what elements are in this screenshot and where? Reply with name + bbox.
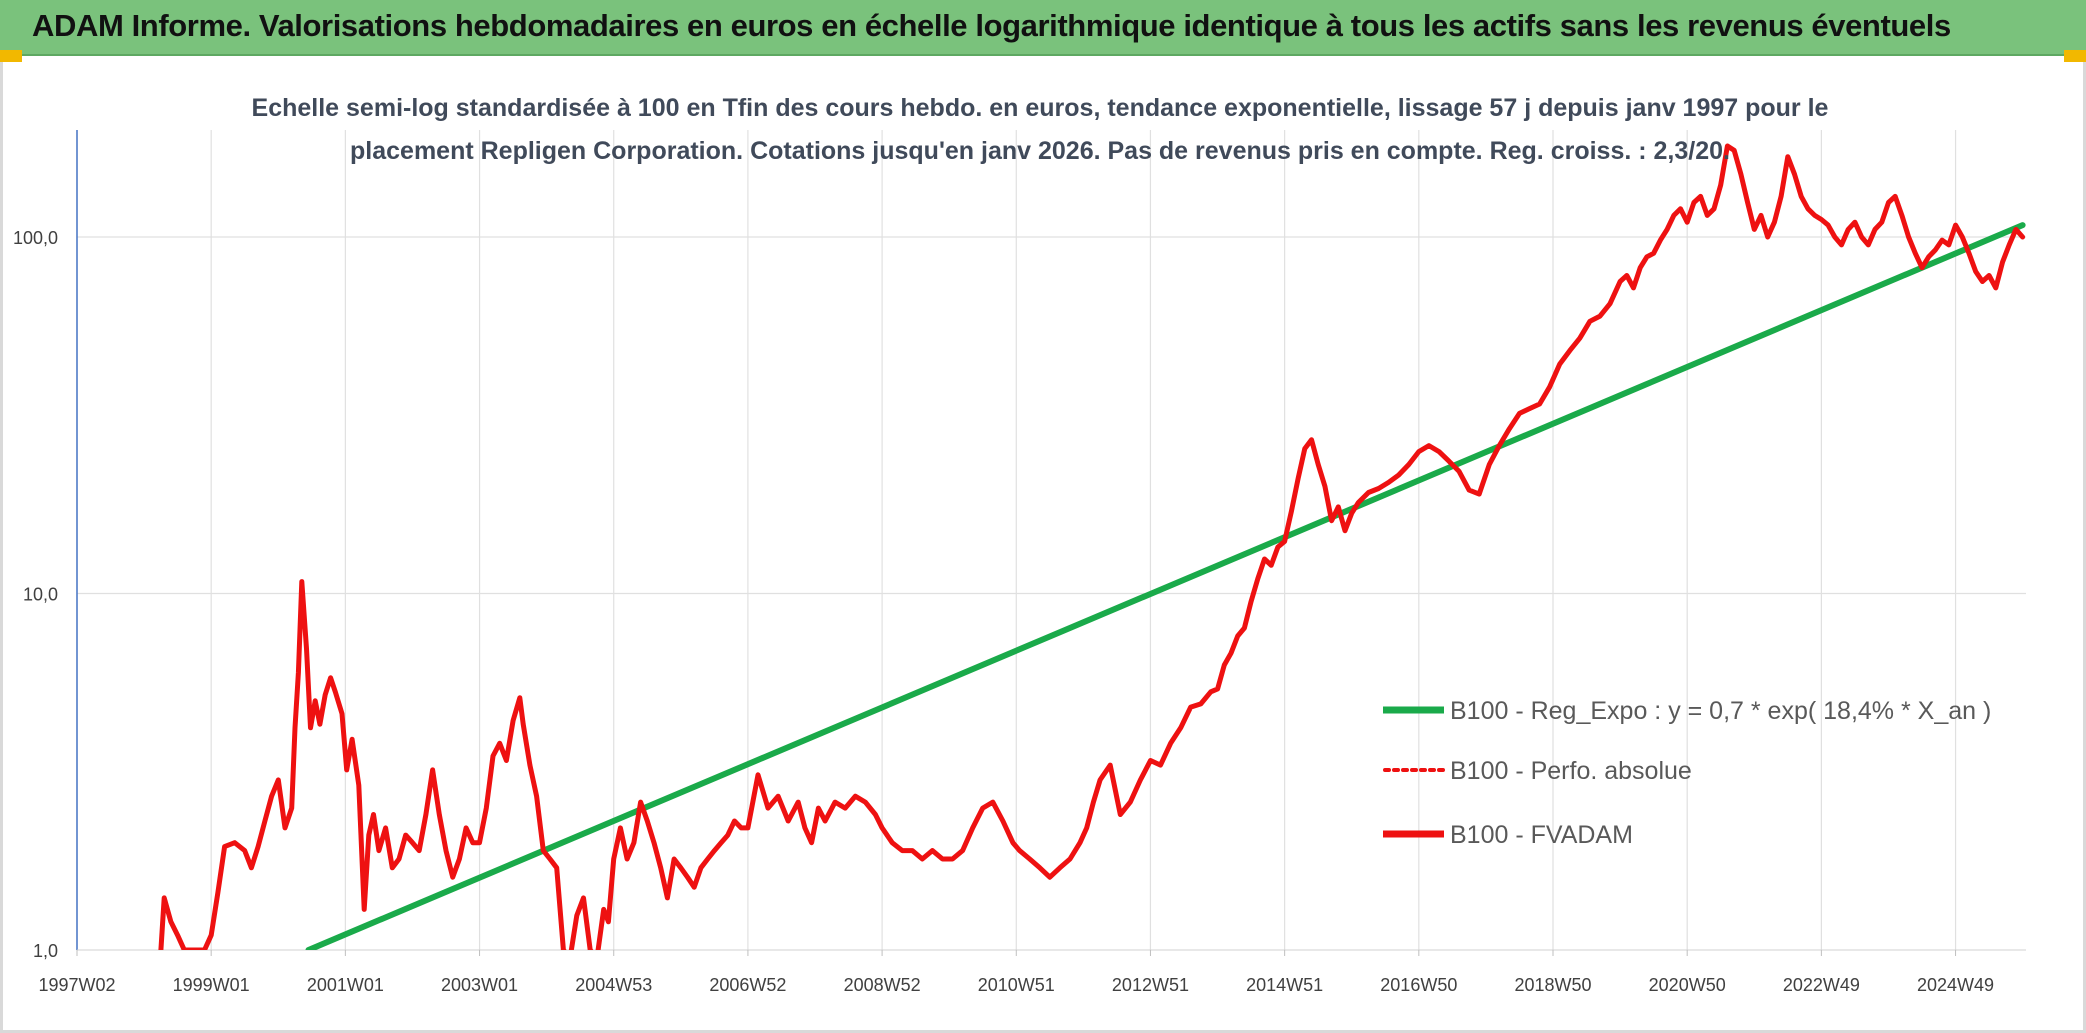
chart-subtitle-line-2: placement Repligen Corporation. Cotation…	[350, 137, 1730, 165]
series-line-fvadam	[158, 143, 2026, 950]
x-tick-label: 2010W51	[978, 975, 1055, 995]
series-line-regression	[305, 222, 2026, 950]
corner-marker-right	[2064, 50, 2086, 62]
x-tick-label: 1997W02	[38, 975, 115, 995]
chart-subtitle-line-1: Echelle semi-log standardisée à 100 en T…	[252, 94, 1829, 122]
corner-marker-left	[0, 50, 22, 62]
grid	[77, 130, 2026, 950]
legend-label-fvadam: B100 - FVADAM	[1450, 821, 1633, 849]
x-tick-label: 2003W01	[441, 975, 518, 995]
y-tick-label: 10,0	[23, 585, 58, 605]
y-tick-label: 1,0	[33, 941, 58, 961]
x-tick-label: 2012W51	[1112, 975, 1189, 995]
x-tick-label: 2022W49	[1783, 975, 1860, 995]
x-tick-label: 2024W49	[1917, 975, 1994, 995]
x-tick-label: 2018W50	[1514, 975, 1591, 995]
legend: B100 - Reg_Expo : y = 0,7 * exp( 18,4% *…	[1383, 697, 1991, 849]
x-tick-label: 2001W01	[307, 975, 384, 995]
ticks: 1997W02 1999W01 2001W01 2003W01 2004W53 2006W…	[13, 228, 1994, 995]
report-header: ADAM Informe. Valorisations hebdomadaire…	[0, 0, 2086, 56]
chart-frame	[0, 62, 2086, 1033]
x-tick-label: 2008W52	[844, 975, 921, 995]
legend-label-perfo-absolue: B100 - Perfo. absolue	[1450, 757, 1692, 785]
legend-label-regression: B100 - Reg_Expo : y = 0,7 * exp( 18,4% *…	[1450, 697, 1991, 725]
report-title: ADAM Informe. Valorisations hebdomadaire…	[32, 8, 1951, 43]
x-tick-label: 2004W53	[575, 975, 652, 995]
y-tick-label: 100,0	[13, 228, 58, 248]
x-tick-label: 2014W51	[1246, 975, 1323, 995]
series	[158, 143, 2026, 950]
x-tick-label: 2020W50	[1649, 975, 1726, 995]
x-tick-label: 2006W52	[709, 975, 786, 995]
x-tick-label: 2016W50	[1380, 975, 1457, 995]
x-tick-label: 1999W01	[173, 975, 250, 995]
